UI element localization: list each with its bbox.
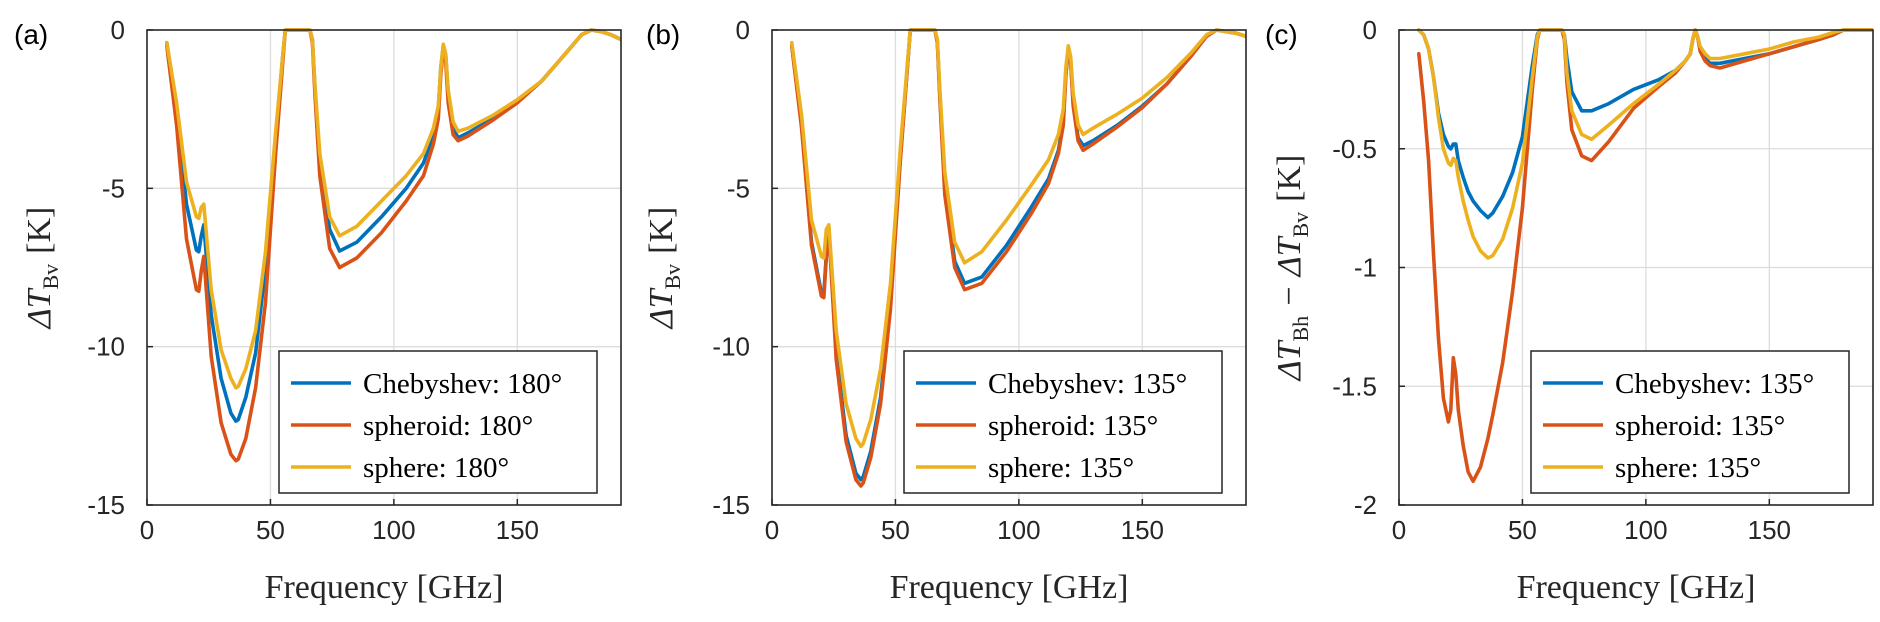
x-tick-label: 50 [256, 515, 285, 545]
legend-box [1530, 350, 1850, 494]
panel-label: (b) [646, 19, 680, 50]
series-line-2 [790, 28, 1246, 488]
y-axis-unit: [K] [21, 207, 58, 254]
y-axis-subscript: Bv [660, 264, 685, 290]
y-tick-label: -0.5 [1332, 134, 1377, 164]
y-axis-title: ΔTBv [K] [643, 207, 685, 331]
panel-label: (c) [1265, 19, 1298, 50]
y-tick-label: 0 [1363, 15, 1377, 45]
y-axis-unit: [K] [1271, 155, 1308, 202]
legend-box [903, 350, 1223, 494]
y-tick-label: 0 [111, 15, 125, 45]
x-axis-title: Frequency [GHz] [890, 569, 1129, 606]
legend-label-2: spheroid: 180° [363, 410, 533, 442]
y-tick-label: -15 [87, 490, 125, 520]
y-tick-label: -1.5 [1332, 371, 1377, 401]
chart-panel-3: 0 50 100 150 0 -0.5 -1 -1.5 -2 (c) Frequency [GHz]… [1265, 15, 1874, 606]
x-tick-label: 0 [765, 515, 779, 545]
y-tick-label: -5 [727, 173, 750, 203]
y-axis-unit: [K] [643, 207, 680, 254]
series-line-3 [165, 28, 621, 390]
chart-panel-2: 0 50 100 150 0 -5 -10 -15 (b) Frequency [GHz] ΔTBv… [643, 15, 1247, 606]
series-line-3 [790, 28, 1246, 449]
x-tick-label: 150 [496, 515, 539, 545]
panel-label: (a) [14, 19, 48, 50]
series-line-2 [165, 28, 621, 463]
legend: Chebyshev: 135° spheroid: 135° sphere: 135… [903, 350, 1223, 494]
x-tick-label: 150 [1121, 515, 1164, 545]
plot-frame [771, 29, 1247, 506]
legend-box [278, 350, 598, 494]
x-tick-label: 50 [1508, 515, 1537, 545]
y-axis-symbol: ΔT [1271, 339, 1308, 382]
y-tick-label: -2 [1354, 490, 1377, 520]
x-axis-title: Frequency [GHz] [1517, 569, 1756, 606]
x-tick-label: 100 [1624, 515, 1667, 545]
x-tick-label: 0 [140, 515, 154, 545]
y-axis-symbol: ΔT [643, 287, 680, 330]
series-line-3 [1417, 28, 1873, 260]
x-axis-title: Frequency [GHz] [265, 569, 504, 606]
x-tick-label: 100 [997, 515, 1040, 545]
legend-label-1: Chebyshev: 135° [1615, 368, 1814, 400]
plot-frame [146, 29, 622, 506]
legend-label-3: sphere: 135° [988, 452, 1134, 484]
y-axis-symbol: ΔT [21, 287, 58, 330]
y-tick-label: -15 [712, 490, 750, 520]
y-axis-subscript: Bv [38, 264, 63, 290]
y-axis-subscript-2: Bv [1288, 212, 1313, 238]
legend-label-1: Chebyshev: 180° [363, 368, 562, 400]
y-axis-title: ΔTBh − ΔTBv [K] [1271, 155, 1313, 383]
y-tick-label: -10 [87, 332, 125, 362]
legend: Chebyshev: 180° spheroid: 180° sphere: 180… [278, 350, 598, 494]
y-tick-label: -10 [712, 332, 750, 362]
y-tick-label: -1 [1354, 253, 1377, 283]
legend: Chebyshev: 135° spheroid: 135° sphere: 135… [1530, 350, 1850, 494]
legend-label-3: sphere: 135° [1615, 452, 1761, 484]
x-tick-label: 0 [1392, 515, 1406, 545]
legend-label-2: spheroid: 135° [988, 410, 1158, 442]
legend-label-1: Chebyshev: 135° [988, 368, 1187, 400]
y-axis-subscript: Bh [1288, 316, 1313, 342]
x-tick-label: 50 [881, 515, 910, 545]
chart-panel-1: 0 50 100 150 0 -5 -10 -15 (a) Frequency [GHz] ΔTBv… [14, 15, 622, 606]
legend-label-2: spheroid: 135° [1615, 410, 1785, 442]
x-tick-label: 100 [372, 515, 415, 545]
legend-label-3: sphere: 180° [363, 452, 509, 484]
y-tick-label: 0 [736, 15, 750, 45]
y-axis-title: ΔTBv [K] [21, 207, 63, 331]
x-tick-label: 150 [1748, 515, 1791, 545]
y-axis-minus-term: − ΔT [1271, 235, 1308, 307]
y-tick-label: -5 [102, 173, 125, 203]
